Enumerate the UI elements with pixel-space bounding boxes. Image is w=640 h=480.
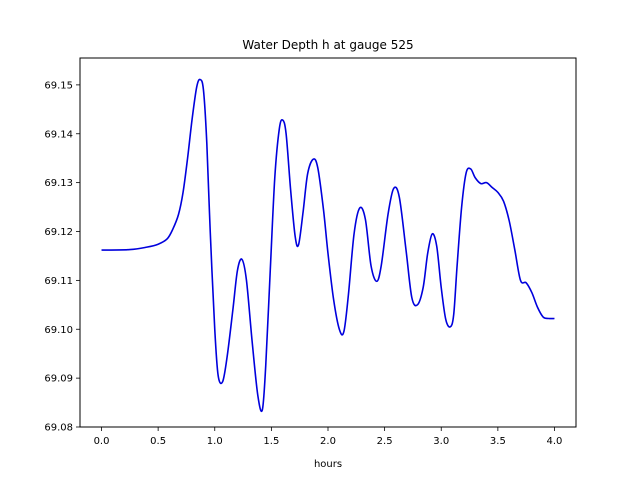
y-tick-label: 69.11 — [44, 276, 73, 287]
x-tick-label: 0.0 — [94, 436, 110, 447]
x-tick-label: 3.0 — [433, 436, 449, 447]
y-tick-label: 69.10 — [44, 325, 73, 336]
x-tick-label: 2.0 — [320, 436, 336, 447]
y-tick-label: 69.14 — [44, 129, 73, 140]
series-line-water-depth — [101, 78, 555, 413]
y-tick-label: 69.08 — [44, 423, 73, 434]
x-tick-label: 1.0 — [207, 436, 223, 447]
x-tick-label: 2.5 — [377, 436, 393, 447]
y-axis-ticks: 69.08 69.09 69.10 69.11 69.12 69.13 69.14 69.15 — [44, 80, 80, 434]
y-tick-label: 69.09 — [44, 374, 73, 385]
y-tick-label: 69.12 — [44, 227, 73, 238]
axes-frame — [79, 57, 577, 428]
x-tick-label: 0.5 — [150, 436, 166, 447]
x-axis-label: hours — [314, 459, 342, 470]
x-axis-ticks: 0.0 0.5 1.0 1.5 2.0 2.5 3.0 3.5 4.0 — [94, 427, 563, 447]
x-tick-label: 3.5 — [490, 436, 506, 447]
x-tick-label: 1.5 — [263, 436, 279, 447]
x-tick-label: 4.0 — [547, 436, 563, 447]
y-tick-label: 69.15 — [44, 80, 73, 91]
chart-title: Water Depth h at gauge 525 — [242, 38, 413, 52]
y-tick-label: 69.13 — [44, 178, 73, 189]
